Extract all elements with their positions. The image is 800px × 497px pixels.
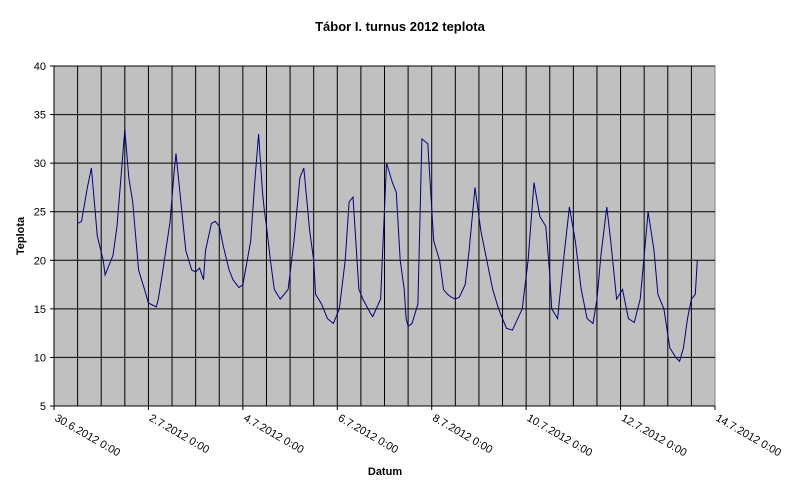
y-tick-label: 25: [34, 207, 46, 219]
y-tick-label: 35: [34, 110, 46, 122]
y-axis-title: Teplota: [15, 216, 27, 255]
x-tick-label: 6.7.2012 0:00: [336, 412, 400, 456]
x-tick-label: 10.7.2012 0:00: [525, 412, 595, 459]
x-tick-label: 30.6.2012 0:00: [53, 412, 123, 459]
x-tick-label: 2.7.2012 0:00: [147, 412, 211, 456]
y-tick-label: 15: [34, 304, 46, 316]
y-tick-label: 5: [40, 401, 46, 413]
x-axis-title: Datum: [368, 466, 402, 478]
y-tick-label: 20: [34, 255, 46, 267]
y-tick-label: 10: [34, 352, 46, 364]
y-tick-label: 30: [34, 158, 46, 170]
x-tick-label: 14.7.2012 0:00: [714, 412, 784, 459]
series-line-teplota: [77, 129, 698, 363]
x-tick-label: 12.7.2012 0:00: [619, 412, 689, 459]
y-axis-ticks: 5 10 15 20 25 30 35 40: [34, 61, 54, 413]
gridlines: [54, 65, 715, 406]
chart-title: Tábor I. turnus 2012 teplota: [315, 19, 486, 34]
x-tick-label: 4.7.2012 0:00: [241, 412, 305, 456]
x-axis-ticks: 30.6.2012 0:00 2.7.2012 0:00 4.7.2012 0:00…: [53, 406, 784, 459]
y-tick-label: 40: [34, 61, 46, 73]
x-tick-label: 8.7.2012 0:00: [430, 412, 494, 456]
